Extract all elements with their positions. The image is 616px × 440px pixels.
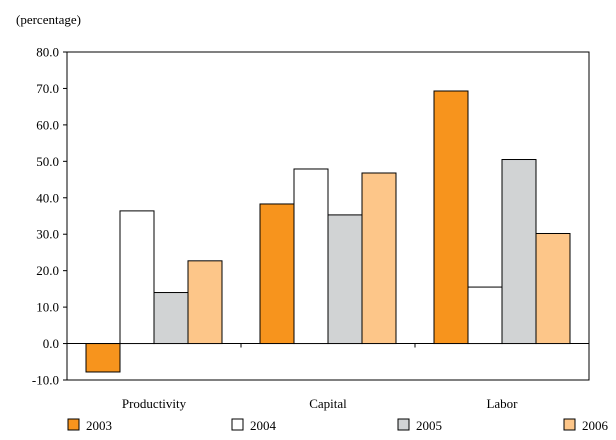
y-tick-label: 60.0 <box>36 117 59 132</box>
y-tick-label: 30.0 <box>36 227 59 242</box>
category-label: Labor <box>486 396 518 411</box>
y-tick-label: 80.0 <box>36 45 59 60</box>
category-label: Capital <box>309 396 347 411</box>
legend: 2003 2004 2005 2006 <box>68 418 609 433</box>
legend-label-2004: 2004 <box>250 418 277 433</box>
y-tick-label: 20.0 <box>36 263 59 278</box>
bar-2006-labor <box>536 233 570 343</box>
y-tick-label: 0.0 <box>43 336 59 351</box>
unit-label: (percentage) <box>16 12 81 27</box>
legend-swatch-2006 <box>564 419 575 430</box>
bar-2005-capital <box>328 215 362 344</box>
legend-swatch-2003 <box>68 419 79 430</box>
y-tick-label: 50.0 <box>36 154 59 169</box>
bar-2005-labor <box>502 160 536 344</box>
bars <box>86 91 570 372</box>
y-tick-label: 70.0 <box>36 81 59 96</box>
legend-label-2003: 2003 <box>86 418 112 433</box>
bar-2004-labor <box>468 287 502 343</box>
category-labels: Productivity Capital Labor <box>122 396 518 411</box>
bar-2003-labor <box>434 91 468 344</box>
legend-label-2005: 2005 <box>416 418 442 433</box>
bar-2003-productivity <box>86 344 120 372</box>
bar-2005-productivity <box>154 293 188 344</box>
category-label: Productivity <box>122 396 187 411</box>
legend-label-2006: 2006 <box>582 418 609 433</box>
legend-swatch-2004 <box>232 419 243 430</box>
y-tick-label: 40.0 <box>36 190 59 205</box>
y-tick-label: 10.0 <box>36 300 59 315</box>
legend-swatch-2005 <box>398 419 409 430</box>
bar-2003-capital <box>260 204 294 344</box>
bar-2006-capital <box>362 173 396 344</box>
bar-2004-capital <box>294 169 328 344</box>
y-tick-label: -10.0 <box>32 373 59 388</box>
bar-2004-productivity <box>120 211 154 344</box>
bar-2006-productivity <box>188 261 222 344</box>
